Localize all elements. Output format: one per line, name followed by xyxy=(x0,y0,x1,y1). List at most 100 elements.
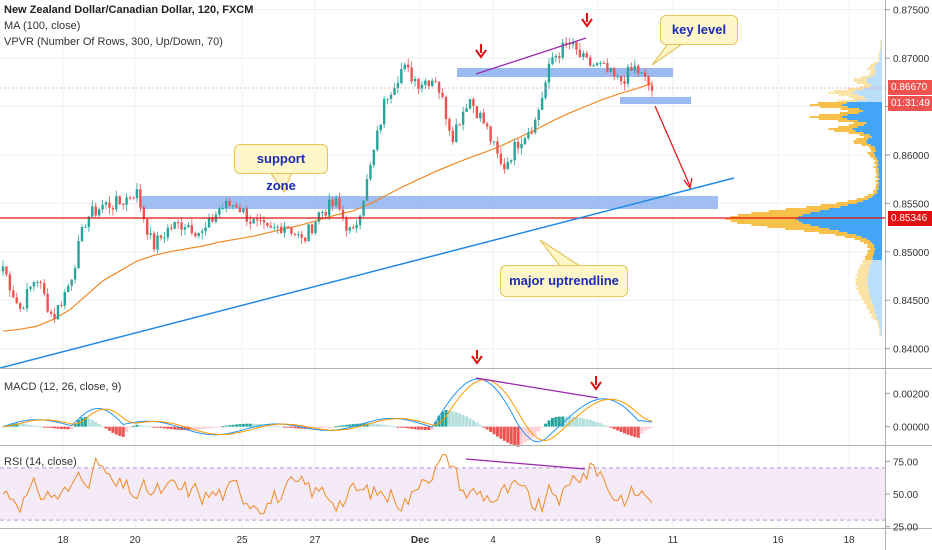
vpvr-bar-up xyxy=(865,258,873,260)
macd-histogram-bar xyxy=(379,424,383,427)
macd-histogram-bar xyxy=(447,410,451,427)
vpvr-bar-down xyxy=(880,332,882,334)
vpvr-bar-up xyxy=(848,124,864,126)
macd-histogram-bar xyxy=(224,425,228,427)
candle-body xyxy=(262,220,266,223)
macd-histogram-bar xyxy=(228,425,232,427)
macd-histogram-bar xyxy=(523,426,527,443)
vpvr-bar-up xyxy=(879,332,881,334)
macd-histogram-bar xyxy=(276,426,280,428)
candle-body xyxy=(633,65,637,71)
vpvr-bar-down xyxy=(863,88,882,90)
support-zone-callout: support zone xyxy=(234,144,328,193)
vpvr-bar-up xyxy=(838,94,859,96)
vpvr-bar-down xyxy=(878,160,882,162)
vpvr-bar-up xyxy=(875,180,879,182)
candle-body xyxy=(149,233,152,235)
vpvr-bar-down xyxy=(877,190,882,192)
vpvr-bar-up xyxy=(860,240,871,242)
vpvr-bar-down xyxy=(880,60,882,62)
vpvr-bar-up xyxy=(873,158,878,160)
macd-histogram-bar xyxy=(399,426,403,428)
vpvr-bar-down xyxy=(874,310,882,312)
vpvr-bar-down xyxy=(856,234,882,236)
candle-body xyxy=(389,94,393,99)
candle-body xyxy=(472,99,475,107)
vpvr-bar-up xyxy=(833,90,856,92)
macd-histogram-bar xyxy=(39,426,43,428)
macd-histogram-bar xyxy=(441,411,445,427)
candle-body xyxy=(640,72,643,74)
candle-body xyxy=(619,76,623,82)
macd-histogram-bar xyxy=(300,426,304,429)
vpvr-bar-down xyxy=(879,324,882,326)
vpvr-bar-up xyxy=(828,92,853,94)
candle-body xyxy=(602,62,606,64)
candle-body xyxy=(238,207,242,213)
chart-annotations xyxy=(0,13,885,391)
vpvr-bar-down xyxy=(879,174,882,176)
candle-body xyxy=(499,153,503,164)
vpvr-bar-up xyxy=(867,244,875,246)
vpvr-bar-up xyxy=(737,222,803,224)
candle-body xyxy=(273,227,276,229)
macd-histogram-bar xyxy=(588,419,592,427)
macd-histogram-bar xyxy=(375,423,379,427)
candle-body xyxy=(170,227,173,229)
vpvr-bar-up xyxy=(855,282,868,284)
macd-histogram-bar xyxy=(626,426,630,435)
vpvr-bar-up xyxy=(875,164,879,166)
vpvr-bar-down xyxy=(870,76,882,78)
macd-histogram-bar xyxy=(365,423,369,427)
vpvr-bar-down xyxy=(877,62,882,64)
vpvr-bar-down xyxy=(875,248,882,250)
macd-histogram-bar xyxy=(423,426,427,430)
macd-legend: MACD (12, 26, close, 9) xyxy=(4,381,122,393)
vpvr-bar-up xyxy=(879,328,881,330)
candle-body xyxy=(503,163,506,170)
vpvr-bar-up xyxy=(837,100,858,102)
candle-body xyxy=(606,62,609,72)
macd-histogram-bar xyxy=(193,426,197,430)
candle-body xyxy=(200,231,204,233)
macd-tick-label: 0.00000 xyxy=(893,423,930,434)
candle-body xyxy=(314,221,317,234)
vpvr-bar-up xyxy=(878,324,880,326)
vpvr-bar-up xyxy=(869,312,875,314)
vpvr-bar-up xyxy=(751,212,811,214)
vpvr-bar-up xyxy=(818,114,848,116)
candle-body xyxy=(204,227,207,232)
price-tick-label: 0.87000 xyxy=(893,54,930,65)
candle-body xyxy=(410,67,413,82)
vpvr-bar-up xyxy=(835,234,857,236)
vpvr-bar-up xyxy=(863,84,872,86)
vpvr-bar-down xyxy=(877,192,882,194)
candle-body xyxy=(94,206,97,216)
vpvr-bar-up xyxy=(847,88,864,90)
vpvr-bar-down xyxy=(875,66,882,68)
macd-histogram-bar xyxy=(444,409,448,427)
key-level-pointer xyxy=(651,43,683,66)
vpvr-bar-down xyxy=(868,292,882,294)
macd-histogram-bar xyxy=(80,417,84,427)
macd-histogram-bar xyxy=(509,426,513,445)
candle-body xyxy=(530,132,534,134)
candle-body xyxy=(235,205,238,208)
support-zone xyxy=(140,196,718,209)
macd-histogram-bar xyxy=(73,423,77,427)
macd-histogram-bar xyxy=(70,426,74,430)
projection-arrow xyxy=(654,105,691,187)
candle-body xyxy=(376,130,379,150)
candle-body xyxy=(369,165,372,180)
candlesticks[interactable] xyxy=(1,37,654,324)
candle-body xyxy=(29,286,32,289)
candle-body xyxy=(444,96,448,120)
vpvr-bar-down xyxy=(855,130,882,132)
macd-histogram-bar xyxy=(320,426,324,428)
candle-body xyxy=(231,205,235,207)
macd-histogram-bar xyxy=(121,426,125,437)
candle-body xyxy=(365,179,369,201)
macd-histogram-bar xyxy=(53,426,57,429)
vpvr-bar-up xyxy=(863,242,873,244)
